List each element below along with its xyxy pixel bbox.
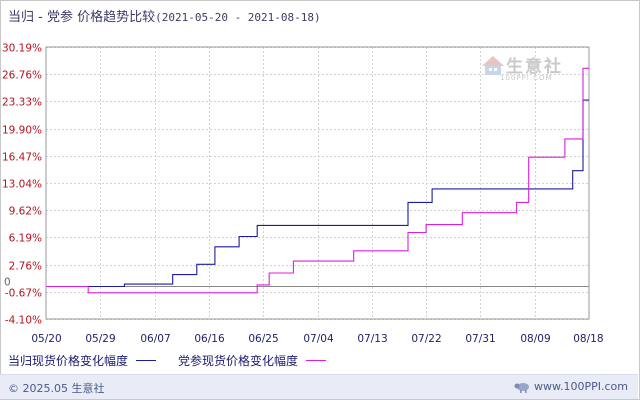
chart-legend: 当归现货价格变化幅度 党参现货价格变化幅度 — [8, 352, 348, 369]
legend-item-danggui: 当归现货价格变化幅度 — [8, 352, 157, 369]
y-tick-label: 23.33% — [2, 97, 42, 109]
x-tick-label: 07/31 — [465, 333, 495, 345]
watermark: 生意社 100PPI.COM — [480, 52, 563, 82]
series-layer — [46, 67, 589, 294]
x-tick-label: 07/04 — [303, 333, 334, 345]
y-tick-label: -0.67% — [5, 288, 42, 300]
grid-layer — [46, 47, 589, 320]
series-line-danggui — [46, 99, 589, 288]
legend-label-danggui: 当归现货价格变化幅度 — [8, 354, 129, 368]
footer-site-url[interactable]: www.100PPI.com — [534, 380, 628, 393]
sheep-logo-icon — [514, 382, 530, 393]
x-tick-label: 07/22 — [411, 333, 441, 345]
x-tick-label: 08/09 — [520, 333, 550, 345]
plot-area-border — [45, 46, 590, 320]
y-tick-label: 26.76% — [2, 70, 42, 82]
x-tick-label: 05/20 — [31, 333, 61, 345]
y-tick-label: -4.10% — [5, 315, 42, 327]
y-tick-label: 19.90% — [2, 125, 42, 137]
chart-title: 当归 - 党参 价格趋势比较(2021-05-20 - 2021-08-18) — [8, 6, 321, 25]
legend-item-dangshen: 党参现货价格变化幅度 — [178, 352, 327, 369]
footer-copyright: © 2025.05 生意社 — [8, 382, 105, 395]
chart-title-main: 当归 - 党参 价格趋势比较 — [8, 10, 156, 25]
legend-swatch-danggui — [136, 360, 157, 361]
series-line-dangshen — [46, 67, 589, 294]
legend-label-dangshen: 党参现货价格变化幅度 — [178, 354, 299, 368]
legend-swatch-dangshen — [306, 360, 327, 361]
y-tick-label: 30.19% — [2, 43, 42, 55]
x-tick-label: 07/13 — [357, 333, 387, 345]
y-tick-label: 6.19% — [9, 233, 42, 245]
x-tick-label: 06/07 — [140, 333, 170, 345]
footer-site[interactable]: www.100PPI.com — [514, 380, 628, 393]
x-tick-label: 05/29 — [85, 333, 115, 345]
y-tick-label: 2.76% — [9, 261, 42, 273]
y-tick-label: 16.47% — [2, 152, 42, 164]
x-tick-label: 08/18 — [573, 333, 603, 345]
house-logo-icon — [482, 55, 504, 75]
chart-title-range: (2021-05-20 - 2021-08-18) — [155, 11, 321, 24]
watermark-name: 生意社 — [506, 57, 563, 77]
watermark-url: 100PPI.COM — [500, 74, 553, 82]
zero-line-label: 0 — [4, 277, 11, 289]
x-tick-label: 06/25 — [248, 333, 278, 345]
x-tick-label: 06/16 — [194, 333, 225, 345]
axis-layer: 30.19% 26.76% 23.33% 19.90% 16.47% 13.04% 9.62… — [2, 43, 604, 346]
y-tick-label: 13.04% — [2, 179, 42, 191]
y-tick-label: 9.62% — [9, 206, 42, 218]
footer-bar: © 2025.05 生意社 www.100PPI.com — [0, 374, 638, 399]
